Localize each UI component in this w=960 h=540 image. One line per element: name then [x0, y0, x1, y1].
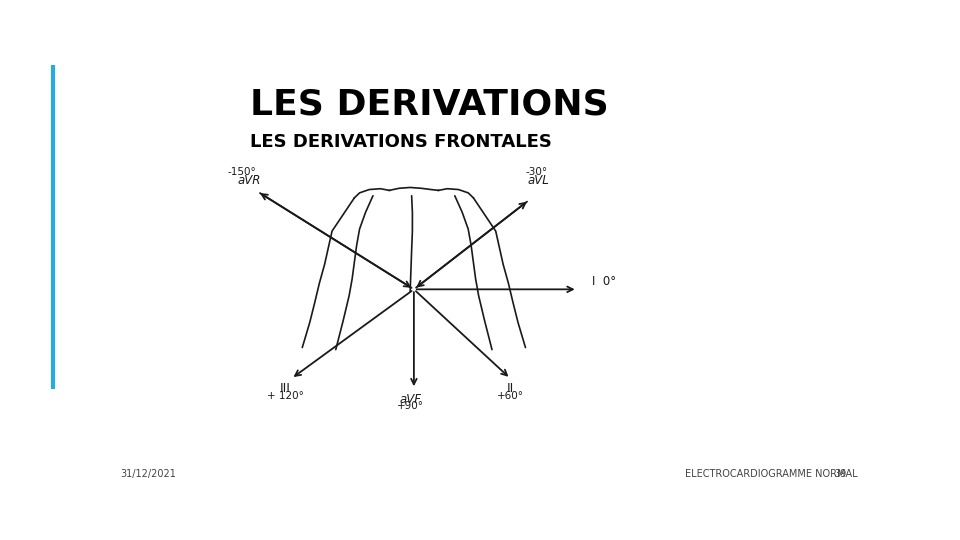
Text: aVF: aVF — [399, 393, 421, 406]
Text: II: II — [507, 382, 515, 395]
Text: + 120°: + 120° — [267, 391, 303, 401]
Text: 39: 39 — [834, 469, 847, 478]
Text: I  0°: I 0° — [592, 275, 616, 288]
Text: aVL: aVL — [528, 174, 549, 187]
Text: +90°: +90° — [396, 401, 423, 411]
Text: aVR: aVR — [237, 174, 261, 187]
Text: +60°: +60° — [497, 391, 524, 401]
Text: -150°: -150° — [228, 167, 256, 177]
Text: 31/12/2021: 31/12/2021 — [120, 469, 176, 478]
Text: LES DERIVATIONS FRONTALES: LES DERIVATIONS FRONTALES — [251, 133, 552, 151]
Text: -30°: -30° — [525, 167, 547, 177]
Text: ELECTROCARDIOGRAMME NORMAL: ELECTROCARDIOGRAMME NORMAL — [685, 469, 858, 478]
Text: III: III — [279, 382, 291, 395]
Text: LES DERIVATIONS: LES DERIVATIONS — [251, 87, 609, 122]
